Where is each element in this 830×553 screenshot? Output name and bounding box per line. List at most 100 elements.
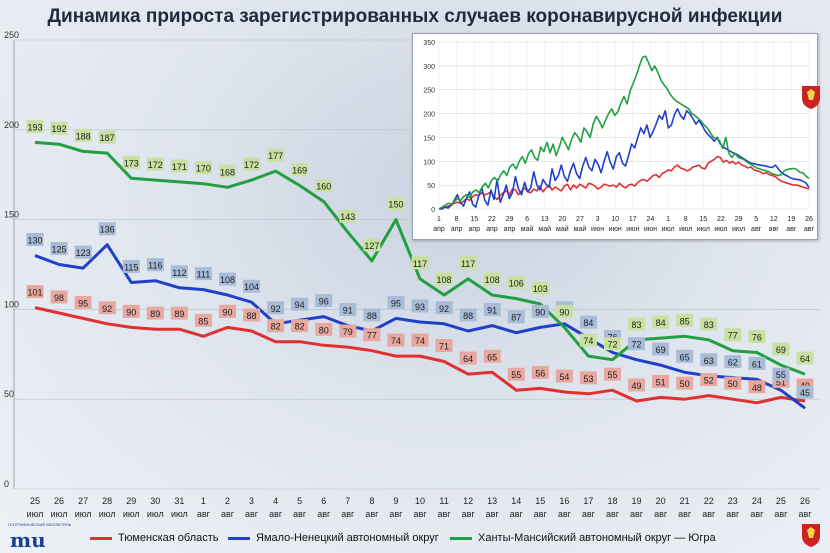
data-label-box xyxy=(387,333,405,347)
x-tick-label: авг xyxy=(702,509,716,519)
data-label: 108 xyxy=(220,275,235,285)
data-label: 77 xyxy=(728,331,738,341)
data-label: 96 xyxy=(319,297,329,307)
data-label: 112 xyxy=(172,268,186,278)
x-tick-label: 14 xyxy=(511,496,521,506)
data-label: 88 xyxy=(463,311,473,321)
data-label: 104 xyxy=(244,282,259,292)
legend-item-tyumen: Тюменская область xyxy=(90,528,219,548)
data-label-box xyxy=(459,308,477,322)
x-tick-label: авг xyxy=(798,509,812,519)
y-tick-label: 50 xyxy=(4,389,14,399)
data-label-box xyxy=(74,245,92,259)
data-label-box xyxy=(555,304,573,318)
data-label-box xyxy=(459,256,477,270)
data-label: 123 xyxy=(76,248,91,258)
data-label: 192 xyxy=(52,124,67,134)
data-label: 62 xyxy=(728,358,738,368)
x-tick-label: авг xyxy=(510,509,524,519)
x-tick-label: 23 xyxy=(728,496,738,506)
inset-x-tick-label: 22 xyxy=(717,216,725,223)
inset-x-tick-label: 20 xyxy=(558,216,566,223)
data-label-box xyxy=(700,353,718,367)
data-label-box xyxy=(652,374,670,388)
inset-x-tick-label: 12 xyxy=(770,216,778,223)
x-tick-label: 27 xyxy=(78,496,88,506)
data-label-box xyxy=(170,159,188,173)
data-label-box xyxy=(652,342,670,356)
x-tick-label: 29 xyxy=(126,496,136,506)
data-label-box xyxy=(243,157,261,171)
data-label-box xyxy=(724,328,742,342)
inset-x-tick-label: 1 xyxy=(437,216,441,223)
data-label: 79 xyxy=(343,327,353,337)
x-tick-label: июл xyxy=(27,509,44,519)
x-tick-label: 12 xyxy=(463,496,473,506)
data-label-box xyxy=(146,258,164,272)
data-label-box xyxy=(267,319,285,333)
inset-y-tick-label: 250 xyxy=(423,88,435,95)
data-label-box xyxy=(98,130,116,144)
x-tick-label: 25 xyxy=(776,496,786,506)
data-label-box xyxy=(363,238,381,252)
data-label-box xyxy=(219,164,236,178)
data-label-box xyxy=(315,322,333,336)
inset-x-tick-label: июн xyxy=(609,226,622,233)
data-label-box xyxy=(748,330,766,344)
data-label-box xyxy=(194,313,212,327)
data-label: 83 xyxy=(632,320,642,330)
data-label: 54 xyxy=(559,372,569,382)
data-label-box xyxy=(219,304,236,318)
inset-x-tick-label: июл xyxy=(732,226,745,233)
inset-x-tick-label: апр xyxy=(504,226,516,233)
x-tick-label: 15 xyxy=(535,496,545,506)
data-label: 51 xyxy=(776,377,786,387)
data-label: 55 xyxy=(776,370,786,380)
data-label: 50 xyxy=(680,379,690,389)
inset-x-tick-label: 8 xyxy=(684,216,688,223)
inset-series-line-tyumen xyxy=(438,155,810,210)
data-label: 50 xyxy=(728,379,738,389)
data-label-box xyxy=(146,157,164,171)
data-label-box xyxy=(748,380,766,394)
data-label-box xyxy=(579,315,597,329)
data-label: 160 xyxy=(316,182,331,192)
data-label: 117 xyxy=(461,259,475,269)
data-label-box xyxy=(411,299,429,313)
data-label: 48 xyxy=(752,383,762,393)
data-label-box xyxy=(74,295,92,309)
inset-x-tick-label: май xyxy=(574,225,587,233)
x-tick-label: 20 xyxy=(656,496,666,506)
data-label: 117 xyxy=(413,259,427,269)
inset-series-line-yamal xyxy=(439,108,810,210)
data-label: 87 xyxy=(511,313,521,323)
data-label-box xyxy=(483,349,501,363)
data-label-box xyxy=(339,324,357,338)
data-label: 188 xyxy=(76,131,91,141)
inset-x-tick-label: май xyxy=(521,225,534,233)
x-tick-label: 7 xyxy=(345,496,350,506)
data-label-box xyxy=(579,333,597,347)
data-label-box xyxy=(50,290,68,304)
data-label: 90 xyxy=(222,307,232,317)
data-label-box xyxy=(122,259,140,273)
x-tick-label: июл xyxy=(171,509,188,519)
x-tick-label: 21 xyxy=(680,496,690,506)
data-label: 63 xyxy=(704,356,714,366)
x-tick-label: 26 xyxy=(800,496,810,506)
coat-of-arms-icon xyxy=(800,84,822,110)
data-label: 61 xyxy=(752,359,762,369)
x-tick-label: авг xyxy=(606,509,620,519)
data-label: 69 xyxy=(656,345,666,355)
x-tick-label: авг xyxy=(630,509,644,519)
legend-swatch-tyumen xyxy=(90,536,112,540)
data-label: 108 xyxy=(485,275,500,285)
data-label-box xyxy=(700,373,718,387)
legend-label-hmao: Ханты-Мансийский автономный округ — Югра xyxy=(478,532,716,544)
coat-of-arms-icon xyxy=(800,522,822,548)
data-label: 94 xyxy=(295,300,305,310)
x-tick-label: авг xyxy=(269,509,283,519)
data-label-box xyxy=(122,155,140,169)
data-label: 76 xyxy=(752,333,762,343)
